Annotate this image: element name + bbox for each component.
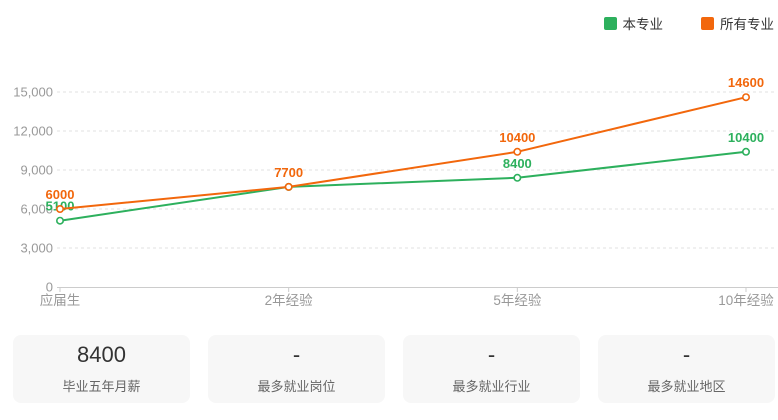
svg-text:10400: 10400	[499, 130, 535, 145]
svg-text:10400: 10400	[728, 130, 764, 145]
legend-swatch-green	[603, 16, 617, 30]
svg-text:6,000: 6,000	[20, 202, 53, 217]
legend-swatch-orange	[701, 16, 714, 30]
card-label: 最多就业行业	[452, 378, 531, 394]
legend-item-own-major[interactable]: 本专业	[603, 13, 664, 33]
svg-text:9,000: 9,000	[20, 163, 53, 178]
card-top-industry: - 最多就业行业	[403, 335, 580, 403]
svg-text:2年经验: 2年经验	[265, 293, 314, 308]
card-value: -	[682, 342, 691, 368]
svg-text:7700: 7700	[274, 165, 303, 180]
card-value: -	[292, 342, 301, 368]
summary-cards: 8400 毕业五年月薪 - 最多就业岗位 - 最多就业行业 - 最多就业地区	[13, 335, 775, 403]
chart-legend: 本专业 所有专业	[603, 13, 774, 33]
card-value: 8400	[77, 342, 126, 368]
svg-text:15,000: 15,000	[13, 85, 53, 100]
svg-text:3,000: 3,000	[20, 241, 53, 256]
card-top-region: - 最多就业地区	[598, 335, 775, 403]
svg-text:0: 0	[46, 280, 53, 295]
svg-text:8400: 8400	[503, 156, 532, 171]
card-top-job: - 最多就业岗位	[208, 335, 385, 403]
svg-text:5年经验: 5年经验	[493, 293, 542, 308]
card-value: -	[487, 342, 496, 368]
card-label: 毕业五年月薪	[62, 378, 141, 394]
svg-text:6000: 6000	[46, 187, 75, 202]
salary-experience-line-chart: 0 3,000 6,000 9,000 12,000 15,000 应届生 2年经验 5年经验 1…	[13, 75, 778, 308]
legend-label-own-major: 本专业	[622, 17, 664, 32]
legend-item-all-majors[interactable]: 所有专业	[701, 13, 774, 33]
card-grad-5yr-salary: 8400 毕业五年月薪	[13, 335, 190, 403]
svg-text:10年经验: 10年经验	[718, 293, 774, 308]
legend-label-all-majors: 所有专业	[720, 17, 774, 32]
card-label: 最多就业岗位	[257, 378, 336, 394]
svg-text:14600: 14600	[728, 75, 764, 90]
svg-text:应届生: 应届生	[40, 292, 81, 308]
svg-text:12,000: 12,000	[13, 124, 53, 139]
card-label: 最多就业地区	[647, 378, 726, 394]
